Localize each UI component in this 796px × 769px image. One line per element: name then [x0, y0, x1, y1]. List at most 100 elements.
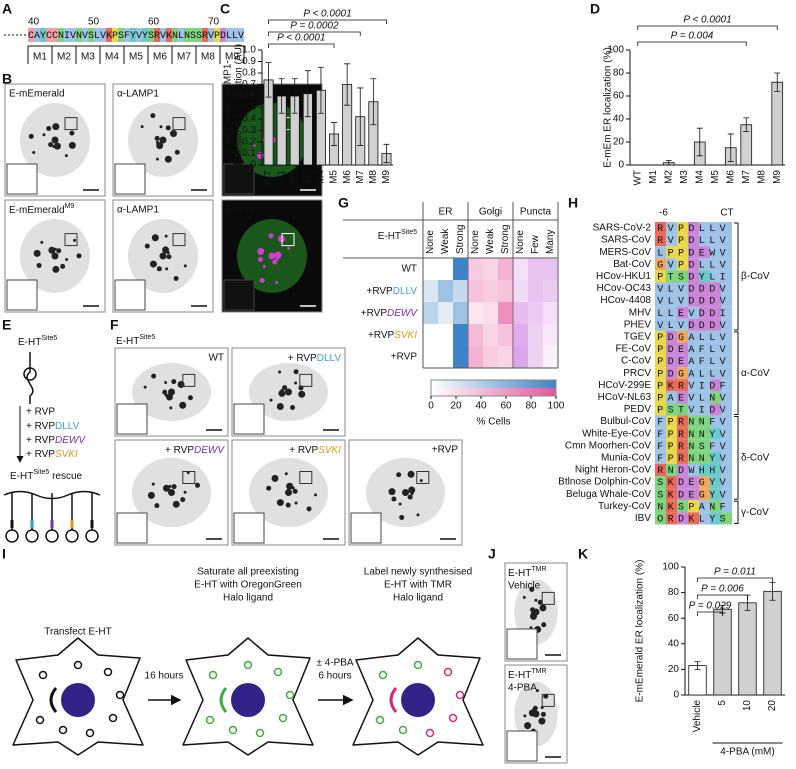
heat-cell	[453, 258, 468, 280]
y-tick-label: 0.8	[242, 68, 256, 79]
step-label: E-HT with OregonGreen	[194, 580, 302, 591]
column-label: Weak	[485, 228, 496, 254]
puncta	[164, 234, 168, 238]
heat-cell	[483, 258, 498, 280]
channel-label: α-LAMP1	[117, 205, 159, 216]
residue-bg	[710, 258, 721, 271]
puncta	[151, 482, 155, 486]
puncta	[162, 389, 168, 395]
heat-cell	[423, 258, 438, 280]
heat-cell	[528, 258, 543, 280]
residue-bg	[666, 500, 677, 513]
x-axis-label: 4-PBA (mM)	[720, 747, 774, 758]
puncta	[171, 379, 177, 385]
residue-bg	[688, 270, 699, 283]
puncta	[271, 474, 279, 482]
residue-bg	[721, 500, 732, 513]
virus-sequence: VLVDDDV	[657, 297, 730, 308]
row-label-part: DLLV	[393, 286, 418, 297]
residue-bg	[721, 294, 732, 307]
significance-bracket	[637, 25, 778, 30]
vesicle	[205, 715, 215, 725]
puncta	[275, 280, 279, 284]
y-tick-label: 1.0	[242, 45, 256, 56]
residue-bg	[688, 500, 699, 513]
vesicle	[378, 670, 388, 680]
error-bar	[317, 66, 324, 114]
puncta	[140, 125, 144, 129]
significance-bracket	[697, 577, 773, 582]
y-tick-label: 80	[613, 68, 625, 79]
residue-bg	[699, 391, 710, 404]
residue-bg	[655, 415, 666, 428]
residue-bg	[112, 28, 118, 42]
puncta	[76, 253, 82, 259]
residue-bg	[94, 28, 100, 42]
virus-sequence: ORDKLYS	[657, 515, 730, 526]
residue-bg	[196, 28, 202, 42]
column-label: None	[515, 230, 526, 254]
puncta	[293, 369, 299, 375]
panel-letter: E	[2, 317, 11, 333]
step-label: Halo ligand	[223, 593, 273, 604]
residue-bg	[677, 221, 688, 235]
residue-number: 70	[208, 17, 220, 28]
construct-tag	[25, 529, 39, 543]
residue-bg	[721, 318, 732, 331]
vesicle	[255, 728, 265, 738]
puncta	[523, 714, 527, 718]
residue-bg	[721, 512, 732, 525]
puncta	[282, 385, 288, 391]
puncta	[162, 484, 170, 492]
image-label: E-HTTMR	[508, 566, 547, 578]
puncta	[407, 470, 415, 478]
bar	[738, 602, 757, 696]
residue-bg	[118, 28, 124, 42]
y-tick-label: 60	[668, 613, 680, 624]
step-label: Label newly synthesised	[364, 567, 472, 578]
residue-bg	[666, 463, 677, 477]
arrow-label: ± 4-PBA	[316, 658, 353, 669]
puncta	[42, 133, 46, 137]
residue-bg	[688, 221, 699, 235]
motif-residues: FYVY	[124, 31, 148, 42]
vesicle	[103, 667, 113, 677]
residue-bg	[688, 246, 699, 259]
motif-residues: NVSL	[76, 31, 100, 42]
inset	[506, 730, 538, 762]
residue-bg	[699, 476, 710, 489]
heat-cell	[543, 346, 558, 368]
residue-bg	[699, 403, 710, 416]
p-value: P < 0.0001	[277, 33, 325, 44]
significance-bracket	[697, 594, 748, 599]
addition-label: + RVPSVKI	[26, 449, 78, 460]
zoom-box	[64, 117, 78, 131]
construct-label-part: rescue	[49, 471, 82, 482]
puncta	[399, 514, 405, 520]
puncta	[257, 247, 265, 255]
puncta	[187, 395, 193, 401]
error-bar	[694, 661, 701, 670]
heat-cell	[483, 324, 498, 346]
residue-bg	[208, 28, 214, 42]
x-tick-label: M6	[725, 170, 736, 184]
x-tick-label: M5	[329, 170, 340, 184]
puncta	[155, 157, 159, 161]
construct-tag	[5, 529, 19, 543]
residue-bg	[655, 294, 666, 307]
step-label: Transfect E-HT	[44, 627, 111, 638]
residue-bg	[160, 28, 166, 42]
residue-bg	[666, 306, 677, 319]
puncta	[33, 249, 41, 257]
residue-bg	[64, 28, 70, 42]
residue-bg	[710, 415, 721, 428]
puncta	[68, 141, 76, 149]
residue-number: 60	[148, 17, 160, 28]
virus-name: HCoV-NL63	[598, 392, 652, 403]
puncta	[278, 389, 286, 397]
residue-bg	[666, 427, 677, 440]
bar	[688, 665, 707, 696]
group-brace	[734, 331, 739, 416]
heat-cell	[513, 324, 528, 346]
arrow-label: 16 hours	[145, 671, 184, 682]
